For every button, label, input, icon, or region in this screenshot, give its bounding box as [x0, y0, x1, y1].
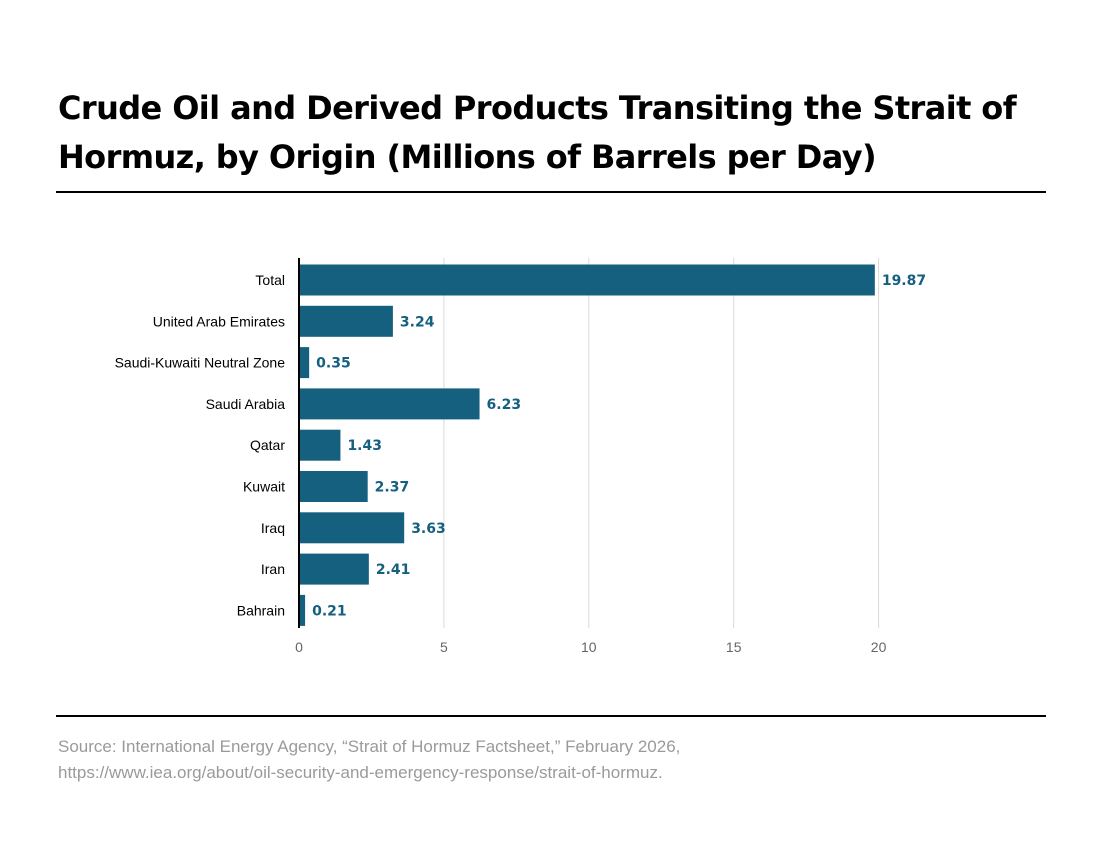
- bar: [299, 594, 306, 626]
- bar: [299, 264, 875, 296]
- bar: [299, 305, 393, 337]
- bars: [299, 264, 875, 626]
- category-label: Bahrain: [237, 602, 285, 618]
- value-label: 2.37: [375, 480, 410, 496]
- x-tick-label: 5: [440, 639, 448, 655]
- bar: [299, 512, 405, 544]
- category-label: Total: [255, 272, 285, 288]
- page-title: Crude Oil and Derived Products Transitin…: [58, 89, 1017, 176]
- bar: [299, 553, 369, 585]
- bar: [299, 347, 310, 379]
- value-label: 0.21: [312, 603, 347, 619]
- title-divider: [56, 191, 1046, 193]
- value-label: 3.24: [400, 314, 435, 330]
- category-label: Iraq: [261, 520, 285, 536]
- category-label: Kuwait: [243, 479, 285, 495]
- value-label: 6.23: [487, 397, 522, 413]
- value-label: 3.63: [411, 521, 446, 537]
- value-label: 19.87: [882, 273, 926, 289]
- source-line-1: Source: International Energy Agency, “St…: [58, 737, 681, 756]
- bar-chart: 0 5 10 15 20 Total 19.87 United Arab Emirates 3.…: [115, 258, 927, 655]
- gridlines: [443, 258, 880, 628]
- source-line-2: https://www.iea.org/about/oil-security-a…: [58, 763, 663, 782]
- x-tick-label: 0: [295, 639, 303, 655]
- source-divider: [56, 715, 1046, 717]
- x-tick-label: 20: [871, 639, 887, 655]
- value-label: 2.41: [376, 562, 411, 578]
- bar: [299, 388, 480, 420]
- value-label: 0.35: [316, 356, 351, 372]
- category-label: Saudi Arabia: [206, 396, 286, 412]
- labels: 0 5 10 15 20 Total 19.87 United Arab Emirates 3.…: [115, 272, 927, 655]
- source-note: Source: International Energy Agency, “St…: [58, 734, 1058, 786]
- category-label: Qatar: [250, 437, 285, 453]
- x-tick-label: 10: [581, 639, 597, 655]
- bar: [299, 471, 368, 502]
- category-label: Iran: [261, 561, 285, 577]
- category-label: Saudi-Kuwaiti Neutral Zone: [115, 355, 286, 371]
- value-label: 1.43: [347, 438, 382, 454]
- bar: [299, 429, 341, 461]
- x-tick-label: 15: [726, 639, 742, 655]
- category-label: United Arab Emirates: [153, 313, 285, 329]
